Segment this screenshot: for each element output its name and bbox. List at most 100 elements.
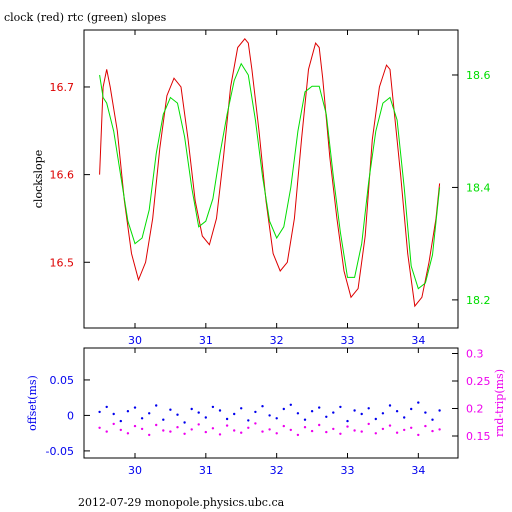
offset-point	[140, 417, 144, 420]
rndtrip-point	[310, 429, 314, 433]
rndtrip-point	[417, 433, 420, 437]
bottom-right-tick-labels: 0.15 0.2 0.25 0.3	[466, 348, 491, 444]
rndtrip-point	[261, 430, 264, 433]
x-tick-label: 30	[128, 334, 142, 347]
rndtrip-point	[155, 423, 158, 427]
rndtrip-point	[233, 429, 236, 432]
y-tick-label-left: 16.5	[50, 256, 75, 269]
offset-point	[339, 405, 342, 409]
offset-point	[105, 405, 108, 409]
rndtrip-point	[296, 433, 300, 437]
top-x-tick-labels: 30 31 32 33 34	[128, 334, 425, 347]
offset-point	[162, 418, 165, 421]
rndtrip-point	[169, 430, 172, 433]
offset-point	[183, 421, 186, 424]
offset-point	[410, 407, 413, 411]
top-ticks	[84, 30, 458, 328]
top-right-tick-labels: 18.2 18.4 18.6	[466, 69, 491, 307]
offset-point	[119, 419, 123, 423]
offset-point	[190, 407, 193, 411]
rndtrip-point	[318, 423, 321, 427]
rndtrip-point	[126, 432, 130, 435]
rndtrip-point	[339, 432, 342, 435]
x-tick-label: 32	[270, 464, 284, 477]
offset-point	[211, 405, 215, 409]
offset-point	[381, 412, 385, 415]
offset-point	[148, 412, 151, 415]
offset-point	[176, 413, 179, 416]
offset-point	[289, 403, 292, 406]
x-tick-label: 30	[128, 464, 142, 477]
rndtrip-point	[381, 427, 385, 431]
rndtrip-point	[431, 429, 434, 433]
bottom-plot-frame	[83, 347, 459, 459]
rndtrip-point	[247, 426, 250, 429]
y-tick-label-right: 18.4	[466, 181, 491, 194]
offset-point	[403, 416, 406, 419]
rndtrip-point	[197, 423, 200, 426]
offset-point	[374, 417, 377, 421]
offset-point	[204, 416, 207, 419]
rndtrip-point	[282, 424, 285, 428]
x-tick-label: 33	[341, 334, 355, 347]
bottom-series	[98, 401, 441, 437]
y-tick-label-left: 0	[67, 409, 74, 422]
rndtrip-point	[388, 424, 392, 427]
offset-point	[417, 401, 420, 404]
offset-point	[395, 410, 399, 413]
y-tick-label-left: 0.05	[50, 374, 75, 387]
rndtrip-point	[112, 422, 115, 426]
rndtrip-point	[240, 431, 243, 434]
rndtrip-point	[140, 427, 144, 431]
offset-point	[155, 404, 158, 407]
offset-point	[197, 411, 200, 414]
offset-point	[310, 410, 314, 413]
offset-point	[367, 407, 370, 410]
offset-point	[98, 410, 101, 414]
rndtrip-point	[410, 426, 413, 429]
rndtrip-point	[275, 432, 278, 435]
bottom-right-axis-label: rnd-trip(ms)	[493, 369, 506, 437]
rndtrip-point	[162, 429, 165, 432]
offset-point	[296, 412, 300, 415]
offset-point	[133, 406, 137, 409]
offset-point	[169, 408, 172, 411]
offset-point	[303, 418, 307, 421]
rndtrip-point	[374, 432, 377, 435]
y-tick-label-left: 16.6	[50, 169, 75, 182]
rndtrip-point	[325, 430, 328, 434]
rndtrip-point	[424, 424, 427, 428]
rtc-slope-line	[99, 62, 441, 290]
rndtrip-point	[346, 425, 349, 428]
top-y-axis-label: clockslope	[32, 150, 45, 208]
rndtrip-point	[303, 426, 307, 429]
rndtrip-point	[190, 428, 193, 431]
rndtrip-point	[225, 424, 229, 427]
rndtrip-point	[211, 427, 215, 430]
rndtrip-point	[98, 426, 101, 429]
offset-point	[325, 415, 328, 418]
offset-point	[233, 412, 236, 416]
offset-point	[112, 412, 115, 416]
offset-point	[247, 419, 250, 422]
offset-point	[218, 409, 222, 412]
offset-point	[254, 410, 257, 414]
offset-point	[424, 411, 427, 414]
clock-slope-line	[99, 38, 441, 308]
x-tick-label: 32	[270, 334, 284, 347]
x-tick-label: 31	[199, 334, 213, 347]
bottom-panel: 30 31 32 33 34 -0.05 0 0.05 0.15 0.2 0.25 0.3 off…	[26, 347, 506, 477]
rndtrip-point	[367, 422, 370, 426]
bottom-x-tick-labels: 30 31 32 33 34	[128, 464, 425, 477]
x-tick-label: 34	[411, 334, 425, 347]
rndtrip-point	[403, 428, 406, 432]
offset-point	[282, 407, 285, 411]
y-tick-label-right: 18.6	[466, 69, 491, 82]
rndtrip-point	[176, 426, 179, 429]
rndtrip-point	[133, 424, 137, 428]
bottom-ticks	[84, 348, 458, 458]
y-tick-label-right: 0.2	[466, 403, 484, 416]
offset-point	[268, 414, 271, 417]
bottom-left-tick-labels: -0.05 0 0.05	[46, 374, 74, 458]
